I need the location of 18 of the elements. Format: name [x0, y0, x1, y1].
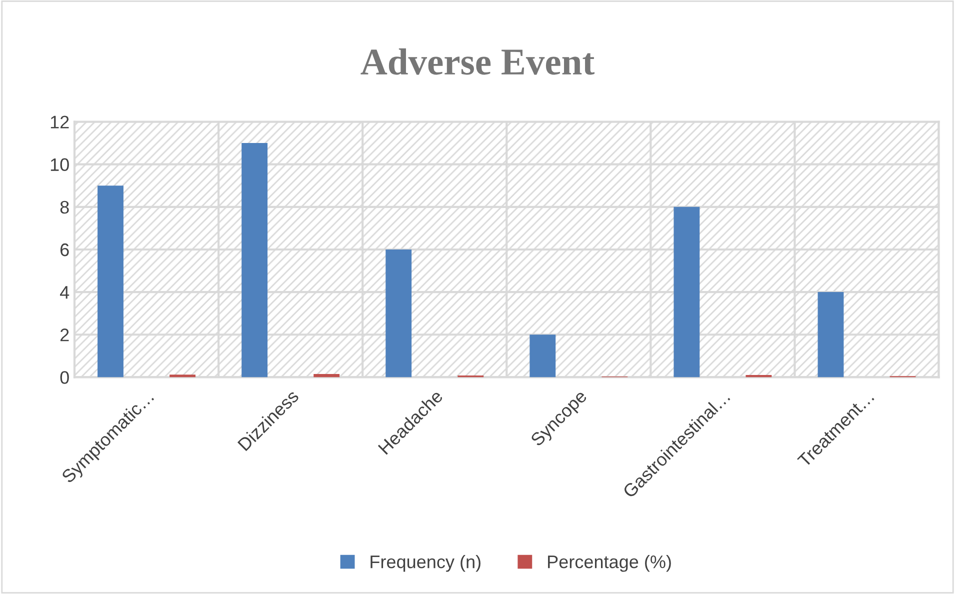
- bar: [674, 206, 700, 378]
- legend-label: Frequency (n): [370, 554, 480, 572]
- y-tick-label: 6: [60, 243, 69, 256]
- bar: [386, 249, 412, 378]
- y-tick-label: 2: [60, 328, 69, 342]
- bar: [818, 292, 844, 378]
- bar: [242, 143, 268, 378]
- bar: [98, 186, 124, 378]
- y-tick-label: 10: [50, 158, 69, 172]
- bar: [170, 374, 196, 378]
- y-tick-label: 8: [60, 200, 69, 214]
- chart-title: Adverse Event: [360, 48, 594, 75]
- bar: [314, 374, 340, 378]
- y-tick-label: 4: [60, 286, 70, 299]
- bar: [530, 334, 556, 378]
- y-tick-label: 12: [50, 116, 69, 128]
- y-tick-label: 0: [60, 371, 69, 384]
- legend-label: Percentage (%): [548, 554, 671, 572]
